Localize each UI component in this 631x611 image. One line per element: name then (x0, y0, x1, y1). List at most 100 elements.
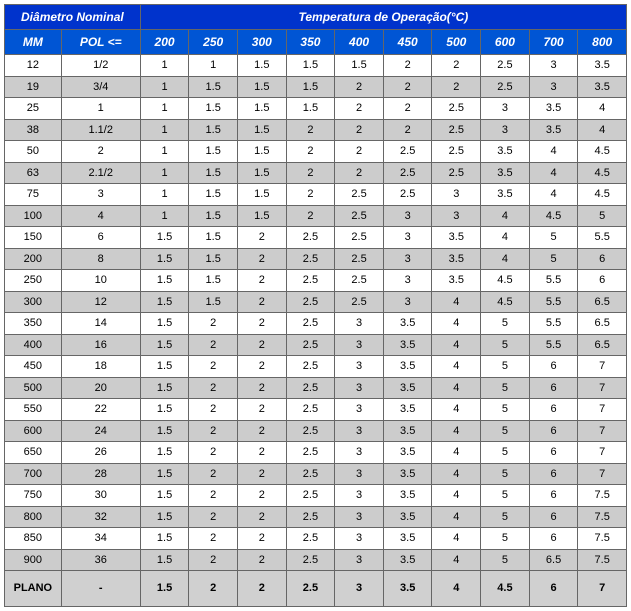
table-row: 15061.51.522.52.533.5455.5 (5, 227, 627, 249)
cell: 4 (432, 528, 481, 550)
cell: 3 (432, 205, 481, 227)
table-row: 300121.51.522.52.5344.55.56.5 (5, 291, 627, 313)
cell: 4 (432, 549, 481, 571)
cell: 1.5 (189, 248, 238, 270)
header-col-9: 600 (481, 30, 530, 55)
plano-cell: 7 (578, 571, 627, 607)
cell: 2 (432, 55, 481, 77)
cell: 3.5 (383, 442, 432, 464)
cell: 2 (237, 485, 286, 507)
header-col-0: MM (5, 30, 62, 55)
table-row: 121/2111.51.51.5222.533.5 (5, 55, 627, 77)
cell: 2 (237, 270, 286, 292)
table-row: 193/411.51.51.52222.533.5 (5, 76, 627, 98)
cell: 2 (189, 442, 238, 464)
cell: 4 (432, 291, 481, 313)
cell: 2 (335, 162, 384, 184)
cell: 4 (432, 442, 481, 464)
cell: 1.5 (189, 76, 238, 98)
header-temperature: Temperatura de Operação(°C) (140, 5, 626, 30)
header-col-3: 250 (189, 30, 238, 55)
cell: 1.5 (237, 205, 286, 227)
cell: 4 (529, 141, 578, 163)
cell: 2.5 (286, 485, 335, 507)
cell: 4 (432, 313, 481, 335)
cell: 1.5 (140, 549, 189, 571)
cell: 1.5 (286, 76, 335, 98)
cell: 2 (432, 76, 481, 98)
cell: 900 (5, 549, 62, 571)
table-row: 25111.51.51.5222.533.54 (5, 98, 627, 120)
cell: 2.5 (286, 420, 335, 442)
cell: 2 (189, 334, 238, 356)
cell: 4 (432, 356, 481, 378)
cell: 4 (481, 248, 530, 270)
cell: 2.5 (383, 141, 432, 163)
cell: 2.5 (383, 184, 432, 206)
cell: 2 (189, 420, 238, 442)
cell: 5 (481, 528, 530, 550)
cell: 28 (61, 463, 140, 485)
cell: 1.5 (140, 356, 189, 378)
cell: 7 (578, 356, 627, 378)
cell: 3.5 (383, 313, 432, 335)
cell: 5 (481, 442, 530, 464)
cell: 1.5 (189, 270, 238, 292)
cell: 2 (237, 528, 286, 550)
cell: 19 (5, 76, 62, 98)
cell: 3.5 (383, 356, 432, 378)
cell: 7.5 (578, 528, 627, 550)
cell: 1.5 (237, 76, 286, 98)
cell: 5.5 (529, 313, 578, 335)
plano-cell: 3.5 (383, 571, 432, 607)
cell: 3 (481, 98, 530, 120)
cell: 1.5 (140, 528, 189, 550)
header-col-1: POL <= (61, 30, 140, 55)
cell: 3.5 (383, 485, 432, 507)
cell: 6 (529, 420, 578, 442)
table-row: 900361.5222.533.5456.57.5 (5, 549, 627, 571)
cell: 1.5 (140, 313, 189, 335)
cell: 1.1/2 (61, 119, 140, 141)
cell: 4 (61, 205, 140, 227)
table-row: 800321.5222.533.54567.5 (5, 506, 627, 528)
cell: 3.5 (529, 119, 578, 141)
cell: 2 (335, 98, 384, 120)
cell: 7 (578, 377, 627, 399)
cell: 2.5 (286, 270, 335, 292)
cell: 2 (189, 549, 238, 571)
table-row: 400161.5222.533.5455.56.5 (5, 334, 627, 356)
cell: 34 (61, 528, 140, 550)
cell: 12 (5, 55, 62, 77)
cell: 1.5 (286, 98, 335, 120)
cell: 1.5 (140, 291, 189, 313)
cell: 2.5 (481, 55, 530, 77)
cell: 4 (432, 506, 481, 528)
cell: 3.5 (383, 334, 432, 356)
cell: 8 (61, 248, 140, 270)
cell: 3 (481, 119, 530, 141)
cell: 5 (481, 356, 530, 378)
cell: 6 (529, 528, 578, 550)
cell: 3.5 (529, 98, 578, 120)
header-col-10: 700 (529, 30, 578, 55)
cell: 1.5 (237, 141, 286, 163)
cell: 4 (481, 205, 530, 227)
cell: 500 (5, 377, 62, 399)
cell: 5 (481, 420, 530, 442)
cell: 5 (481, 334, 530, 356)
cell: 2.5 (335, 205, 384, 227)
cell: 2 (383, 55, 432, 77)
cell: 3.5 (578, 55, 627, 77)
cell: 650 (5, 442, 62, 464)
cell: 2.5 (335, 248, 384, 270)
cell: 2.5 (286, 313, 335, 335)
cell: 16 (61, 334, 140, 356)
cell: 2.5 (286, 377, 335, 399)
cell: 2 (237, 399, 286, 421)
table-row: 600241.5222.533.54567 (5, 420, 627, 442)
cell: 6 (578, 270, 627, 292)
table-row: 50211.51.5222.52.53.544.5 (5, 141, 627, 163)
cell: 1.5 (189, 184, 238, 206)
cell: 3 (383, 270, 432, 292)
